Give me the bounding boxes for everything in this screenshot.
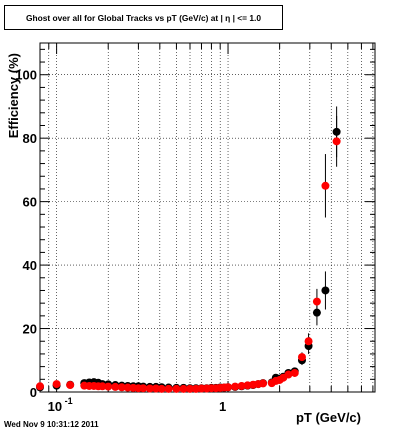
axis-ticks	[39, 43, 375, 393]
y-tick-label: 0	[30, 385, 37, 400]
tick-labels: 0 20 40 60 80 100 10 -1 1	[15, 68, 226, 414]
y-tick-label: 20	[23, 322, 37, 337]
data-points	[36, 127, 341, 393]
data-point	[52, 380, 61, 389]
x-tick-label-exponent: -1	[65, 396, 73, 406]
data-point	[297, 353, 306, 362]
data-point	[139, 384, 148, 393]
data-point	[332, 137, 341, 146]
data-point	[145, 384, 154, 393]
data-point	[186, 384, 195, 393]
data-point	[284, 370, 293, 379]
data-point	[179, 384, 188, 393]
y-tick-label: 40	[23, 258, 37, 273]
data-point	[36, 382, 44, 391]
error-bars	[39, 106, 338, 390]
data-point	[98, 382, 107, 391]
data-point	[332, 127, 341, 136]
data-point	[111, 382, 120, 391]
chart-title-box: Ghost over all for Global Tracks vs pT (…	[4, 5, 283, 30]
timestamp: Wed Nov 9 10:31:12 2011	[4, 420, 99, 429]
data-point	[224, 383, 233, 392]
data-point	[66, 381, 75, 390]
data-point	[312, 297, 321, 306]
y-tick-label: 80	[23, 131, 37, 146]
data-point	[157, 384, 166, 393]
y-axis-label: Efficiency (%)	[6, 53, 21, 138]
data-point	[104, 382, 113, 391]
data-point	[312, 308, 321, 317]
x-tick-label: 10	[48, 399, 62, 414]
x-tick-label: 1	[219, 399, 226, 414]
data-point	[117, 383, 126, 392]
y-tick-label: 60	[23, 195, 37, 210]
x-axis-label: pT (GeV/c)	[296, 410, 361, 425]
data-point	[304, 337, 313, 346]
y-tick-label: 100	[15, 68, 37, 83]
data-point	[152, 384, 161, 393]
grid	[39, 43, 375, 392]
chart-title: Ghost over all for Global Tracks vs pT (…	[25, 12, 262, 23]
data-point	[321, 286, 330, 295]
data-point	[290, 368, 299, 377]
data-point	[237, 381, 246, 390]
plot-frame	[39, 42, 376, 393]
data-point	[172, 384, 181, 393]
data-point	[321, 181, 330, 190]
data-point	[231, 382, 240, 391]
data-point	[164, 384, 173, 393]
data-point	[259, 379, 268, 388]
